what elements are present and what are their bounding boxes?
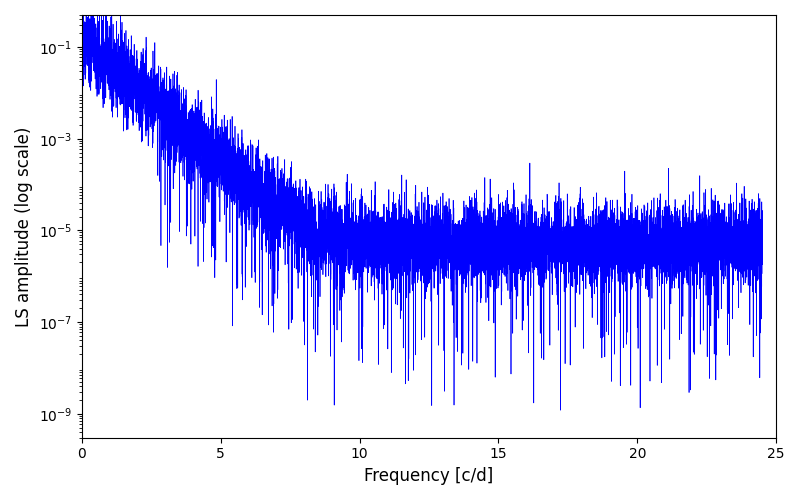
Y-axis label: LS amplitude (log scale): LS amplitude (log scale) [15, 126, 33, 326]
X-axis label: Frequency [c/d]: Frequency [c/d] [364, 467, 494, 485]
